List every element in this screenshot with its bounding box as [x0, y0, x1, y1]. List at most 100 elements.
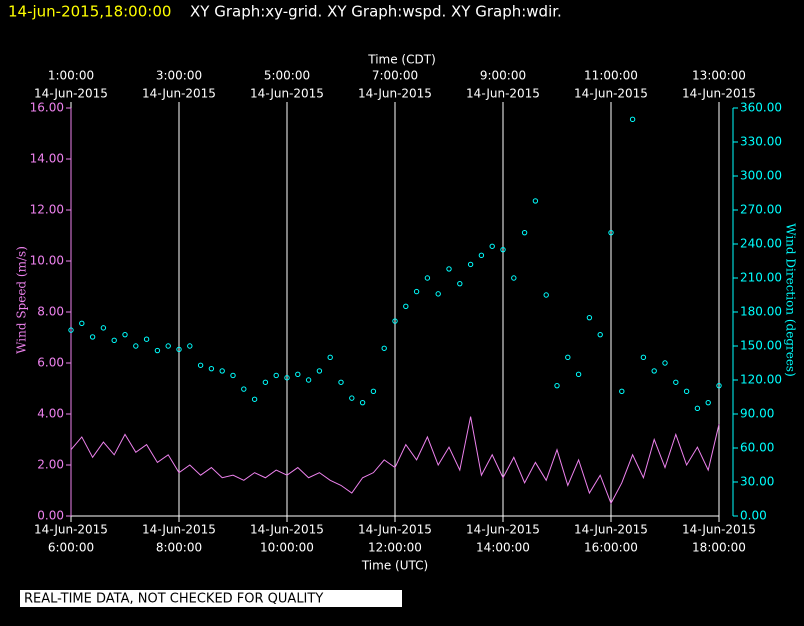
x2-tick-label: 7:00:00: [372, 69, 418, 83]
y2-tick-label: 30.00: [740, 475, 774, 489]
wind-direction-point: [683, 388, 690, 395]
y-tick-label: 6.00: [37, 356, 64, 370]
x-tick-label: 14-Jun-2015: [250, 523, 324, 537]
x2-tick-label: 14-Jun-2015: [682, 87, 756, 101]
y2-tick-label: 270.00: [740, 203, 782, 217]
y-axis-label: Wind Speed (m/s): [15, 246, 29, 354]
y2-tick-label: 150.00: [740, 339, 782, 353]
y-tick-label: 14.00: [30, 152, 64, 166]
wind-direction-point: [532, 198, 539, 204]
wind-direction-point: [651, 368, 657, 374]
wind-direction-point: [100, 325, 107, 331]
y2-tick-label: 90.00: [740, 407, 774, 421]
x-axis-label: Time (UTC): [361, 559, 428, 573]
wind-direction-point: [500, 246, 506, 253]
wind-direction-point: [111, 337, 117, 344]
y2-axis-label: Wind Direction (degrees): [784, 223, 798, 377]
x2-tick-label: 1:00:00: [48, 69, 94, 83]
wind-direction-point: [208, 365, 215, 372]
y2-tick-label: 180.00: [740, 305, 782, 319]
wind-direction-point: [640, 354, 647, 361]
wind-direction-point: [89, 334, 96, 340]
wind-direction-point: [122, 331, 128, 338]
wind-direction-point: [586, 314, 593, 321]
title-time: 14-jun-2015,18:00:00: [8, 3, 171, 21]
wind-direction-point: [241, 386, 247, 392]
wind-direction-point: [349, 395, 355, 401]
x-tick-label: 16:00:00: [584, 541, 638, 555]
wind-direction-point: [381, 345, 387, 351]
wind-direction-point: [154, 347, 161, 354]
y2-tick-label: 210.00: [740, 271, 782, 285]
x2-tick-label: 3:00:00: [156, 69, 202, 83]
x2-tick-label: 14-Jun-2015: [250, 87, 324, 101]
y-tick-label: 4.00: [37, 407, 64, 421]
y2-tick-label: 300.00: [740, 169, 782, 183]
wind-direction-point: [446, 266, 452, 272]
wind-direction-point: [521, 229, 528, 236]
wind-direction-point: [359, 399, 366, 406]
wind-direction-point: [219, 368, 225, 374]
x2-tick-label: 13:00:00: [692, 69, 746, 83]
x2-tick-label: 5:00:00: [264, 69, 310, 83]
y2-tick-label: 0.00: [740, 509, 767, 523]
wind-direction-point: [694, 405, 701, 412]
wind-direction-point: [327, 354, 333, 361]
wind-direction-point: [705, 399, 711, 406]
x2-tick-label: 14-Jun-2015: [466, 87, 540, 101]
wind-direction-point: [79, 320, 85, 327]
wind-direction-point: [467, 261, 474, 268]
wind-direction-point: [197, 362, 204, 368]
wind-direction-point: [68, 327, 74, 333]
wind-direction-point: [316, 368, 323, 374]
wind-direction-point: [176, 346, 182, 353]
x-tick-label: 14-Jun-2015: [574, 523, 648, 537]
wind-direction-point: [370, 388, 377, 395]
wind-direction-point: [133, 343, 139, 349]
y-tick-label: 0.00: [37, 509, 64, 523]
x-tick-label: 14-Jun-2015: [466, 523, 540, 537]
y2-tick-label: 240.00: [740, 237, 782, 251]
y-tick-label: 12.00: [30, 203, 64, 217]
x2-tick-label: 14-Jun-2015: [142, 87, 216, 101]
y-tick-label: 8.00: [37, 305, 64, 319]
y2-tick-label: 330.00: [740, 135, 782, 149]
chart-title: XY Graph:xy-grid. XY Graph:wspd. XY Grap…: [190, 3, 562, 21]
wind-direction-point: [673, 379, 679, 385]
x-tick-label: 18:00:00: [692, 541, 746, 555]
x-tick-label: 14-Jun-2015: [142, 523, 216, 537]
wind-direction-point: [403, 303, 409, 310]
x2-tick-label: 14-Jun-2015: [574, 87, 648, 101]
x2-tick-label: 11:00:00: [584, 69, 638, 83]
x-tick-label: 14-Jun-2015: [358, 523, 432, 537]
wind-direction-point: [392, 318, 398, 324]
y2-tick-label: 360.00: [740, 101, 782, 115]
footer: REAL-TIME DATA, NOT CHECKED FOR QUALITY: [24, 592, 323, 607]
wind-direction-point: [478, 252, 485, 259]
wind-direction-point: [511, 275, 517, 281]
wind-direction-point: [543, 292, 549, 298]
footer-box: [20, 590, 402, 607]
x-tick-label: 6:00:00: [48, 541, 94, 555]
x-tick-label: 12:00:00: [368, 541, 422, 555]
wind-direction-point: [305, 377, 312, 383]
wind-direction-point: [565, 354, 571, 361]
wind-direction-point: [262, 379, 269, 385]
x2-tick-label: 9:00:00: [480, 69, 526, 83]
wind-direction-point: [338, 379, 344, 385]
y-tick-label: 16.00: [30, 101, 64, 115]
x2-tick-label: 14-Jun-2015: [358, 87, 432, 101]
wind-direction-point: [662, 360, 668, 366]
top-axis-label: Time (CDT): [367, 53, 436, 67]
y-tick-label: 10.00: [30, 254, 64, 268]
wind-direction-point: [435, 291, 441, 297]
wind-direction-point: [608, 229, 614, 236]
wind-direction-point: [619, 388, 625, 395]
x-tick-label: 14-Jun-2015: [682, 523, 756, 537]
wind-direction-point: [187, 343, 193, 349]
wind-direction-point: [284, 375, 290, 381]
wind-speed-line: [70, 416, 720, 505]
x-tick-label: 10:00:00: [260, 541, 314, 555]
wind-direction-point: [230, 372, 236, 379]
